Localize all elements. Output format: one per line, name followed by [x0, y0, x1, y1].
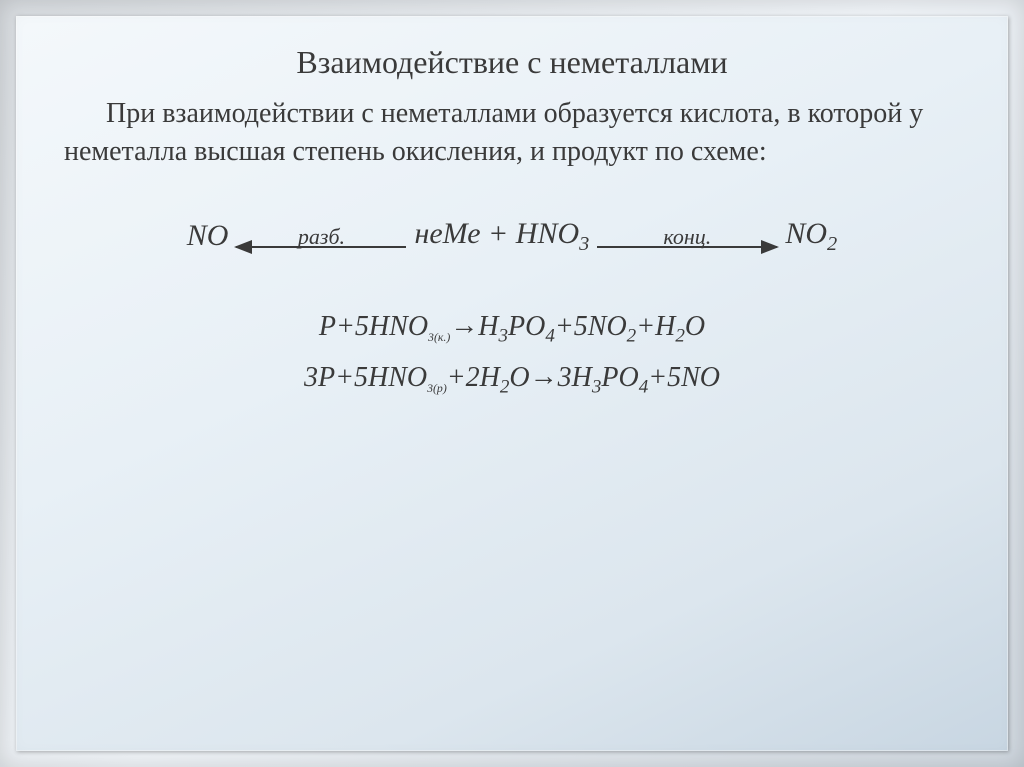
eq2-5no: +5NO — [648, 362, 720, 393]
right-product-text: NO — [785, 217, 827, 250]
eq1-o: O — [685, 311, 705, 342]
right-product-sub: 2 — [827, 233, 837, 255]
eq2-po: PO — [601, 362, 638, 393]
right-product: NO2 — [785, 217, 837, 256]
right-arrow-icon — [597, 246, 777, 248]
equation-2: 3P+5HNO3(р)+2H2O→3H3PO4+5NO — [64, 353, 960, 404]
eq2-po-sub: 4 — [639, 376, 649, 397]
eq1-lhs-sub: 3(к.) — [428, 330, 450, 344]
center-reactant: неМе + HNO3 — [414, 217, 589, 256]
eq1-h-sub: 3 — [499, 325, 509, 346]
right-arrow-group: конц. — [597, 224, 777, 248]
eq2-o: O — [509, 362, 529, 393]
reaction-scheme: NO разб. неМе + HNO3 конц. NO2 — [64, 217, 960, 256]
slide-description: При взаимодействии с неметаллами образуе… — [64, 95, 960, 171]
eq2-lhs-sub: 3(р) — [427, 381, 447, 395]
left-arrow-icon — [236, 246, 406, 248]
eq1-h2o: +H — [636, 311, 675, 342]
eq1-h: H — [478, 311, 498, 342]
eq2-3h-sub: 3 — [592, 376, 602, 397]
eq2-3h: 3H — [558, 362, 592, 393]
eq1-5no: +5NO — [555, 311, 627, 342]
center-reactant-text: неМе + HNO — [414, 217, 579, 250]
eq1-lhs: P+5HNO — [319, 311, 428, 342]
slide-container: Взаимодействие с неметаллами При взаимод… — [16, 16, 1008, 751]
equation-1: P+5HNO3(к.)→H3PO4+5NO2+H2O — [64, 302, 960, 353]
eq1-po-sub: 4 — [545, 325, 555, 346]
eq2-3p: 3P+5HNO — [304, 362, 427, 393]
eq2-h2o-sub: 2 — [500, 376, 510, 397]
center-reactant-sub: 3 — [579, 233, 589, 255]
slide-title: Взаимодействие с неметаллами — [64, 44, 960, 81]
eq2-arrow-icon: → — [530, 352, 558, 401]
eq1-po: PO — [508, 311, 545, 342]
eq1-arrow-icon: → — [450, 301, 478, 350]
left-product: NO — [187, 219, 229, 253]
left-arrow-group: разб. — [236, 224, 406, 248]
eq2-h2o: +2H — [447, 362, 500, 393]
eq1-no-sub: 2 — [627, 325, 637, 346]
eq1-h2o-sub: 2 — [675, 325, 685, 346]
equations-block: P+5HNO3(к.)→H3PO4+5NO2+H2O 3P+5HNO3(р)+2… — [64, 302, 960, 404]
